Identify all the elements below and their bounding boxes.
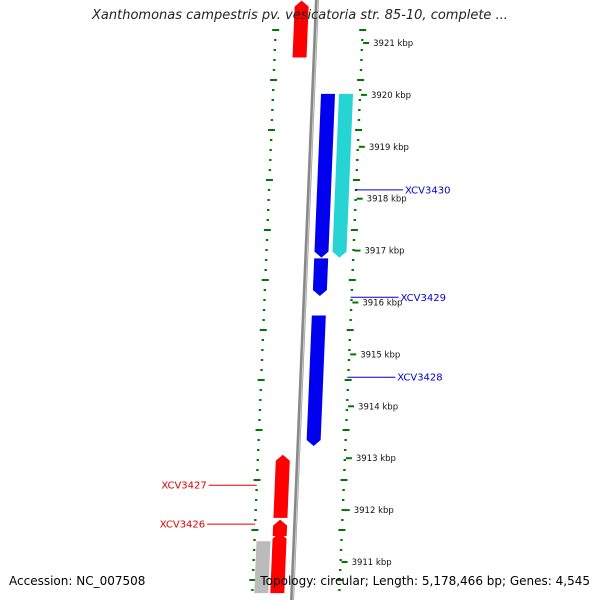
scale-label: 3912 kbp bbox=[354, 506, 394, 516]
scale-label: 3915 kbp bbox=[360, 350, 400, 360]
feature-grey-bottom bbox=[254, 541, 271, 594]
feature-XCV3428 bbox=[306, 315, 326, 447]
map-title: Xanthomonas campestris pv. vesicatoria s… bbox=[92, 8, 508, 23]
scale-track: 3921 kbp 3920 kbp 3919 kbp 3918 kbp 3917 kbp… bbox=[341, 39, 413, 568]
scale-label: 3913 kbp bbox=[356, 454, 396, 464]
scale-label: 3914 kbp bbox=[358, 402, 398, 412]
feature-fwd-bottom bbox=[270, 532, 287, 594]
feature-XCV3427 bbox=[273, 454, 290, 518]
tick-dot-rings bbox=[249, 29, 367, 591]
scale-label: 3911 kbp bbox=[352, 558, 392, 568]
feature-track bbox=[254, 0, 354, 594]
scale-label: 3916 kbp bbox=[362, 299, 402, 309]
gene-labels: XCV3430 XCV3429 XCV3428 XCV3427 XCV3426 bbox=[160, 185, 451, 530]
gene-label: XCV3429 bbox=[401, 293, 446, 304]
feature-XCV3430-blue bbox=[314, 93, 336, 258]
genome-backbone bbox=[290, 0, 319, 600]
feature-fwd-top bbox=[292, 0, 309, 58]
scale-label: 3918 kbp bbox=[367, 195, 407, 205]
genome-stats-text: Topology: circular; Length: 5,178,466 bp… bbox=[260, 574, 590, 588]
feature-XCV3429 bbox=[312, 258, 329, 297]
scale-label: 3917 kbp bbox=[365, 247, 405, 257]
gene-label: XCV3428 bbox=[397, 373, 442, 384]
scale-label: 3921 kbp bbox=[373, 39, 413, 49]
gene-label: XCV3426 bbox=[160, 520, 205, 531]
backbone-line bbox=[290, 0, 319, 600]
accession-text: Accession: NC_007508 bbox=[9, 574, 146, 588]
gene-label: XCV3427 bbox=[161, 481, 206, 492]
feature-XCV3430-cyan bbox=[332, 93, 354, 258]
feature-XCV3426 bbox=[272, 519, 288, 537]
backbone-highlight bbox=[292, 0, 319, 600]
scale-label: 3919 kbp bbox=[369, 143, 409, 153]
scale-label: 3920 kbp bbox=[371, 91, 411, 101]
gene-label: XCV3430 bbox=[405, 185, 450, 196]
